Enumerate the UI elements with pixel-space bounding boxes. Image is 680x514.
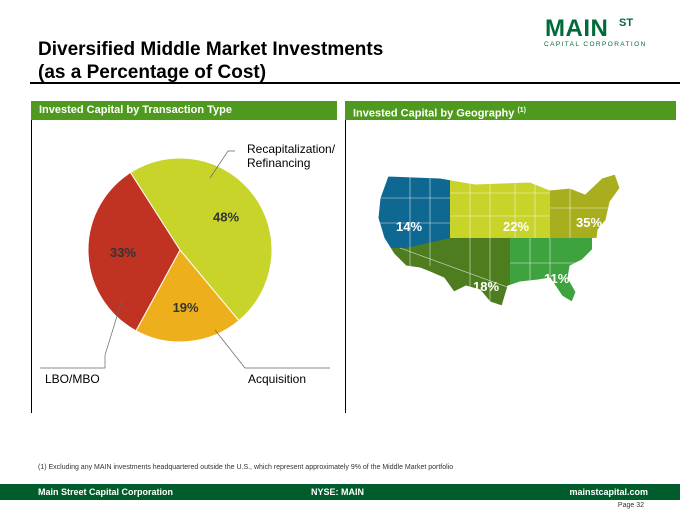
pie-slices (87, 157, 273, 343)
region-midwest (450, 174, 550, 238)
footer-website-link[interactable]: mainstcapital.com (569, 487, 648, 497)
leader-line-lbo (40, 299, 123, 369)
geography-heading-text: Invested Capital by Geography (353, 107, 515, 120)
recap-label: Recapitalization/ Refinancing (247, 142, 335, 170)
geo-pct-west: 14% (396, 219, 423, 234)
page-number: Page 32 (617, 502, 644, 509)
pie-pct-recap: 48% (213, 209, 239, 224)
geo-pct-midwest: 22% (503, 219, 530, 234)
region-southwest-north (450, 238, 510, 268)
logo-st-text: ST (619, 17, 634, 29)
page-title: Diversified Middle Market Investments (a… (38, 38, 458, 84)
title-line-2: (as a Percentage of Cost) (38, 62, 267, 83)
footnote: (1) Excluding any MAIN investments headq… (38, 464, 454, 471)
geography-heading-note: (1) (517, 107, 526, 114)
title-divider (30, 82, 680, 84)
us-geography-map (377, 173, 621, 307)
transaction-type-heading-text: Invested Capital by Transaction Type (39, 104, 232, 116)
pie-pct-lbo: 33% (110, 245, 136, 260)
recap-label-line1: Recapitalization/ (247, 142, 336, 156)
company-logo: MAIN ST CAPITAL CORPORATION (543, 15, 645, 50)
pie-pct-acquisition: 19% (173, 300, 199, 315)
pie-slice-recap (129, 157, 273, 322)
acquisition-label: Acquisition (248, 372, 307, 386)
geo-pct-southeast: 11% (544, 271, 570, 286)
pie-percent-labels: 48% 19% 33% (110, 209, 239, 314)
recap-label-line2: Refinancing (247, 156, 311, 170)
footer-ticker: NYSE: MAIN (311, 487, 365, 497)
leader-line-recap (209, 150, 235, 179)
geo-pct-northeast: 35% (576, 215, 603, 230)
lbo-label: LBO/MBO (45, 372, 100, 386)
title-line-1: Diversified Middle Market Investments (38, 39, 384, 60)
logo-subtitle: CAPITAL CORPORATION (544, 41, 647, 48)
footer-bar: Main Street Capital Corporation NYSE: MA… (0, 484, 680, 500)
pie-slice-acquisition (135, 249, 240, 343)
pie-slice-lbo (87, 171, 181, 332)
right-panel-border (345, 120, 346, 413)
left-panel-border (31, 120, 32, 413)
pie-leader-lines (40, 150, 330, 369)
logo-main-text: MAIN (545, 15, 609, 42)
geo-pct-southwest: 18% (473, 279, 500, 294)
geography-panel-heading: Invested Capital by Geography (1) (345, 101, 676, 120)
footer-company: Main Street Capital Corporation (38, 487, 174, 497)
leader-line-acquisition (214, 329, 330, 369)
us-outline (377, 173, 621, 307)
transaction-type-panel-heading: Invested Capital by Transaction Type (31, 101, 337, 120)
